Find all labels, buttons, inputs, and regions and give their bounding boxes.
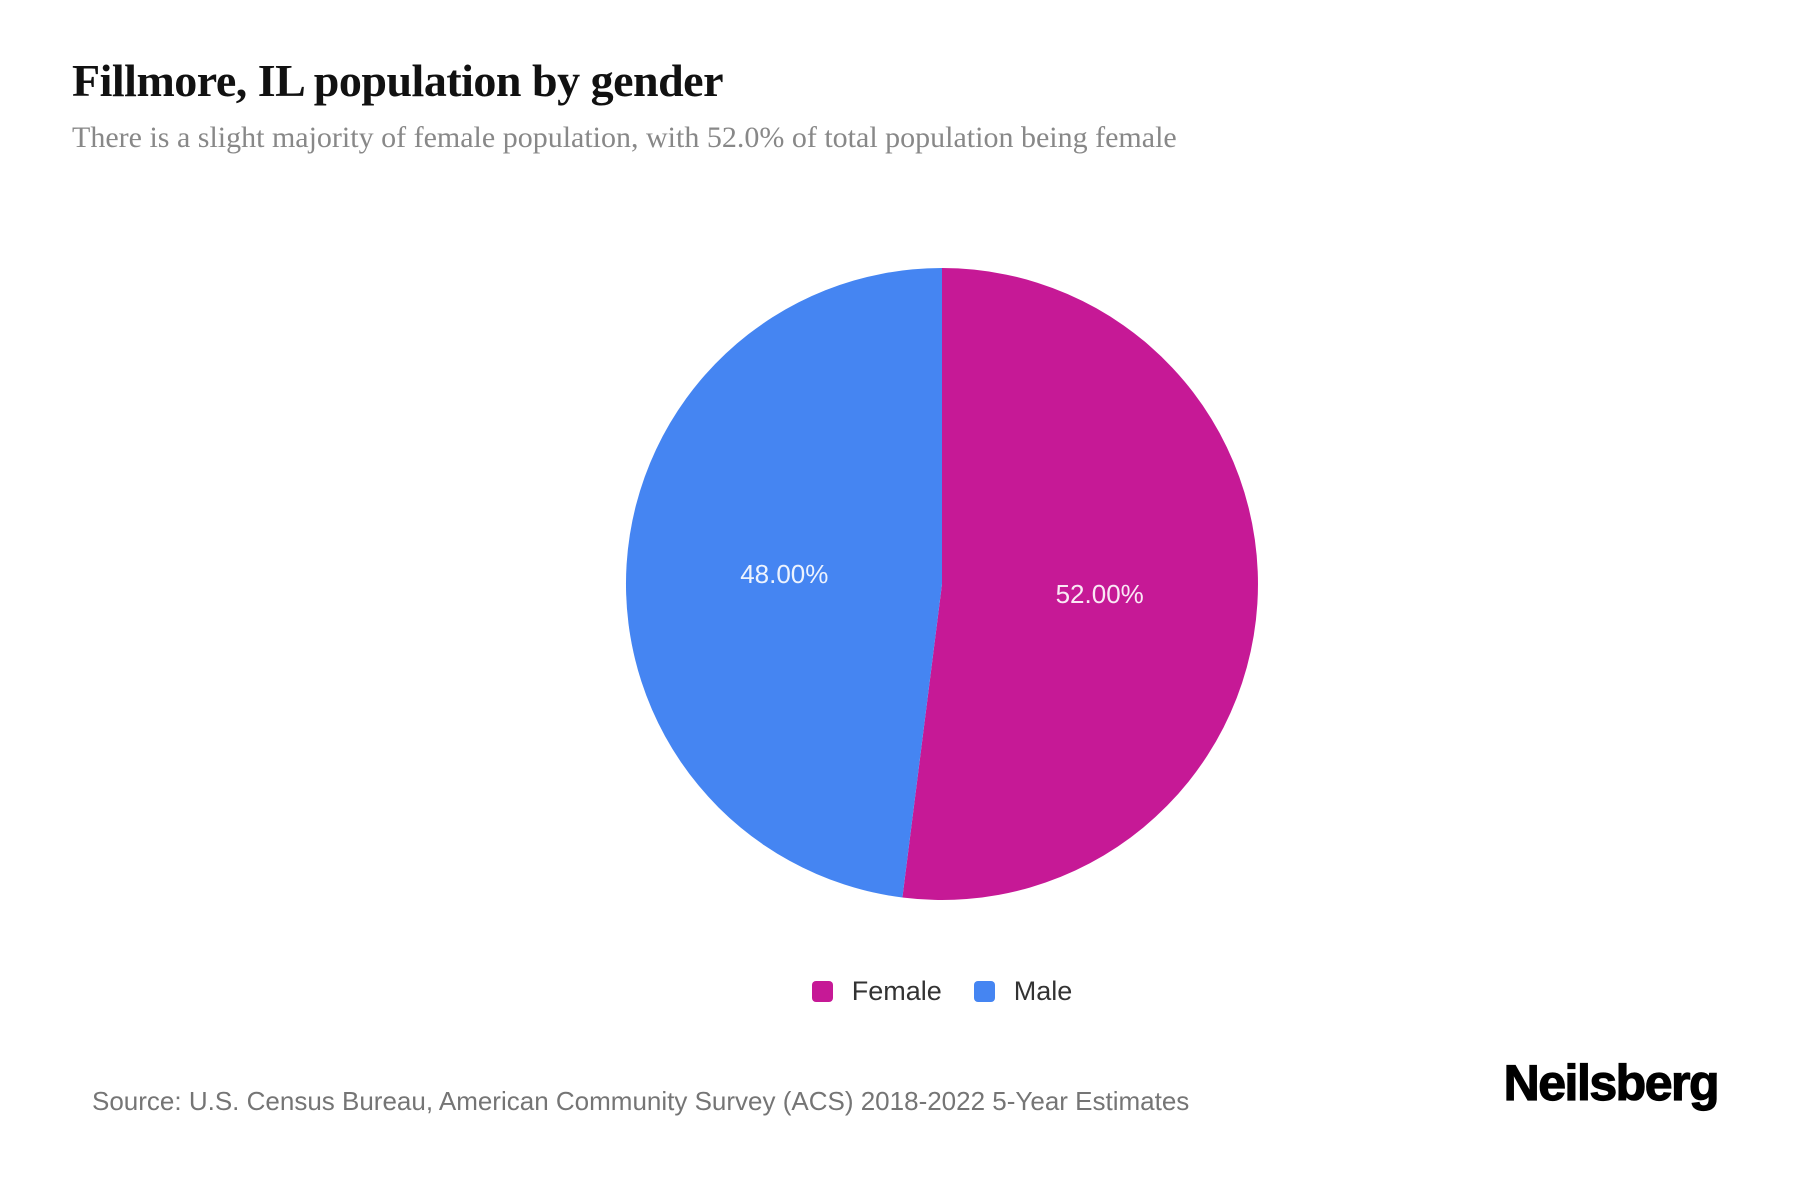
legend-item-male[interactable]: Male — [973, 976, 1073, 1007]
legend-label-male: Male — [1013, 976, 1073, 1006]
source-note: Source: U.S. Census Bureau, American Com… — [92, 1086, 1190, 1116]
chart-title: Fillmore, IL population by gender — [72, 55, 724, 106]
legend: Female Male — [622, 976, 1262, 1007]
legend-swatch-female — [811, 981, 833, 1002]
pie-data-label-male: 48.00% — [740, 559, 828, 589]
pie-chart: 52.00% 48.00% — [625, 268, 1258, 900]
legend-swatch-male — [973, 981, 995, 1002]
chart-subtitle: There is a slight majority of female pop… — [72, 121, 1177, 154]
brand-logo: Neilsberg — [1503, 1054, 1720, 1111]
pie-data-label-female: 52.00% — [1056, 579, 1144, 609]
legend-item-female[interactable]: Female — [811, 976, 942, 1007]
pie-slice-male[interactable] — [625, 268, 942, 898]
legend-label-female: Female — [851, 976, 942, 1006]
pie-slice-female[interactable] — [902, 268, 1258, 900]
